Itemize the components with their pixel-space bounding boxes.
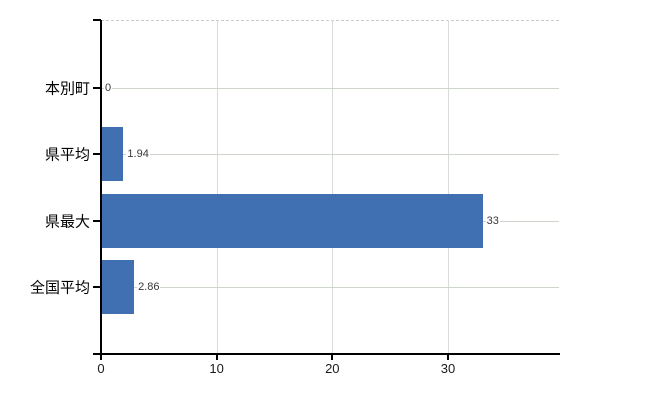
x-tick-label: 30 (440, 361, 456, 376)
data-label: 2.86 (137, 281, 161, 294)
x-axis-tick (215, 355, 218, 360)
data-label: 33 (485, 214, 500, 227)
category-label: 県最大 (44, 213, 90, 231)
y-axis-tick (93, 286, 101, 289)
vertical-gridline (216, 20, 218, 353)
plot-top-border (101, 20, 559, 21)
bar (101, 127, 124, 182)
x-axis-tick (331, 355, 334, 360)
bar (101, 260, 135, 315)
y-axis-line (100, 20, 102, 353)
data-label: 0 (104, 81, 113, 94)
y-axis-tick (93, 153, 101, 156)
bar (101, 193, 483, 248)
vertical-gridline (332, 20, 334, 353)
y-axis-tick (93, 219, 101, 222)
x-tick-label: 10 (209, 361, 224, 376)
x-tick-label: 20 (325, 361, 340, 376)
y-axis-tick (93, 19, 101, 21)
x-axis-line (93, 353, 560, 355)
horizontal-gridline (101, 287, 559, 289)
horizontal-gridline (101, 154, 559, 156)
category-label: 本別町 (44, 80, 90, 98)
x-tick-label: 0 (97, 361, 105, 376)
vertical-gridline (447, 20, 449, 353)
data-label: 1.94 (126, 148, 150, 161)
category-label: 県平均 (44, 146, 90, 164)
x-axis-tick (100, 355, 102, 360)
y-axis-tick (93, 86, 101, 89)
horizontal-gridline (101, 87, 559, 89)
category-label: 全国平均 (29, 279, 90, 297)
x-axis-tick (446, 355, 449, 360)
